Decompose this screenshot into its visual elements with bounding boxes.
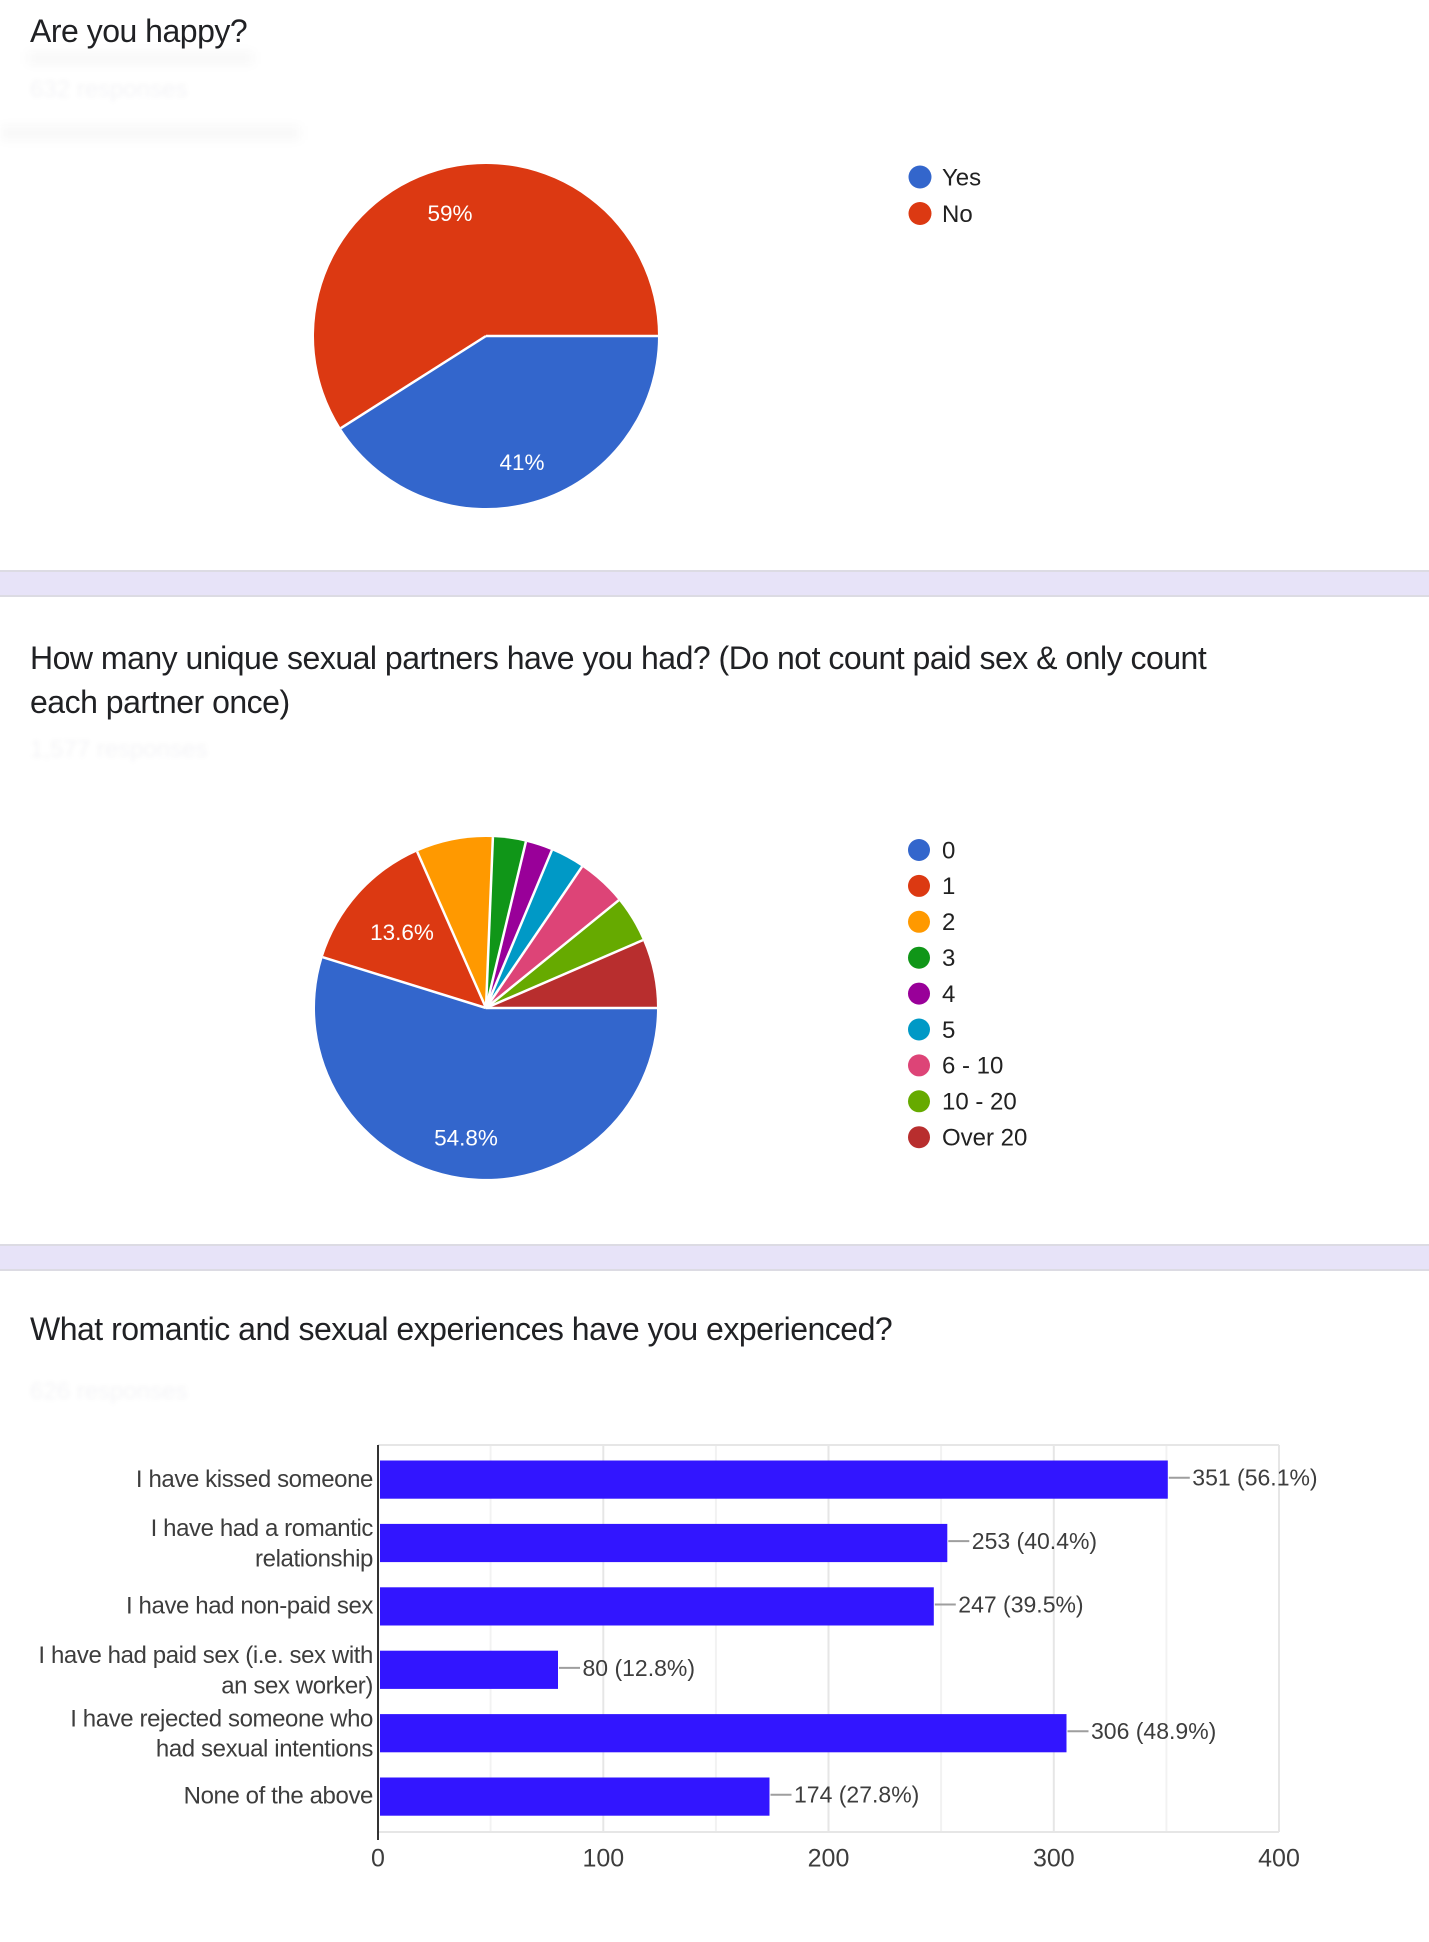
svg-text:I have had non-paid sex: I have had non-paid sex: [126, 1592, 373, 1619]
svg-text:4: 4: [942, 981, 955, 1008]
svg-text:253 (40.4%): 253 (40.4%): [972, 1528, 1097, 1554]
svg-text:I have had paid sex (i.e. sex: I have had paid sex (i.e. sex with: [38, 1642, 373, 1669]
svg-text:2: 2: [942, 909, 955, 936]
svg-text:Over 20: Over 20: [942, 1125, 1027, 1152]
svg-text:None of the above: None of the above: [184, 1783, 373, 1810]
svg-text:80 (12.8%): 80 (12.8%): [583, 1655, 696, 1681]
svg-text:247 (39.5%): 247 (39.5%): [958, 1591, 1083, 1617]
svg-text:No: No: [942, 201, 973, 228]
svg-text:I have had a romantic: I have had a romantic: [151, 1515, 374, 1542]
svg-text:174 (27.8%): 174 (27.8%): [794, 1782, 919, 1808]
svg-text:I have kissed someone: I have kissed someone: [136, 1466, 373, 1493]
svg-text:1: 1: [942, 873, 955, 900]
svg-text:351 (56.1%): 351 (56.1%): [1192, 1465, 1317, 1491]
svg-text:13.6%: 13.6%: [370, 920, 434, 945]
svg-text:59%: 59%: [427, 201, 472, 226]
svg-text:had sexual intentions: had sexual intentions: [156, 1736, 373, 1763]
svg-text:10 - 20: 10 - 20: [942, 1089, 1017, 1116]
svg-text:0: 0: [942, 837, 955, 864]
svg-text:relationship: relationship: [255, 1546, 373, 1573]
svg-text:5: 5: [942, 1017, 955, 1044]
svg-text:300: 300: [1033, 1845, 1075, 1873]
svg-text:200: 200: [808, 1845, 850, 1873]
svg-text:3: 3: [942, 945, 955, 972]
svg-text:0: 0: [371, 1845, 385, 1873]
svg-text:54.8%: 54.8%: [434, 1126, 498, 1151]
svg-text:6 - 10: 6 - 10: [942, 1053, 1003, 1080]
svg-text:an sex worker): an sex worker): [221, 1672, 373, 1699]
svg-text:Yes: Yes: [942, 164, 981, 191]
svg-text:100: 100: [582, 1845, 624, 1873]
svg-text:41%: 41%: [499, 450, 544, 475]
svg-text:400: 400: [1258, 1845, 1300, 1873]
svg-text:I have rejected someone who: I have rejected someone who: [70, 1705, 373, 1732]
svg-text:306 (48.9%): 306 (48.9%): [1091, 1718, 1216, 1744]
